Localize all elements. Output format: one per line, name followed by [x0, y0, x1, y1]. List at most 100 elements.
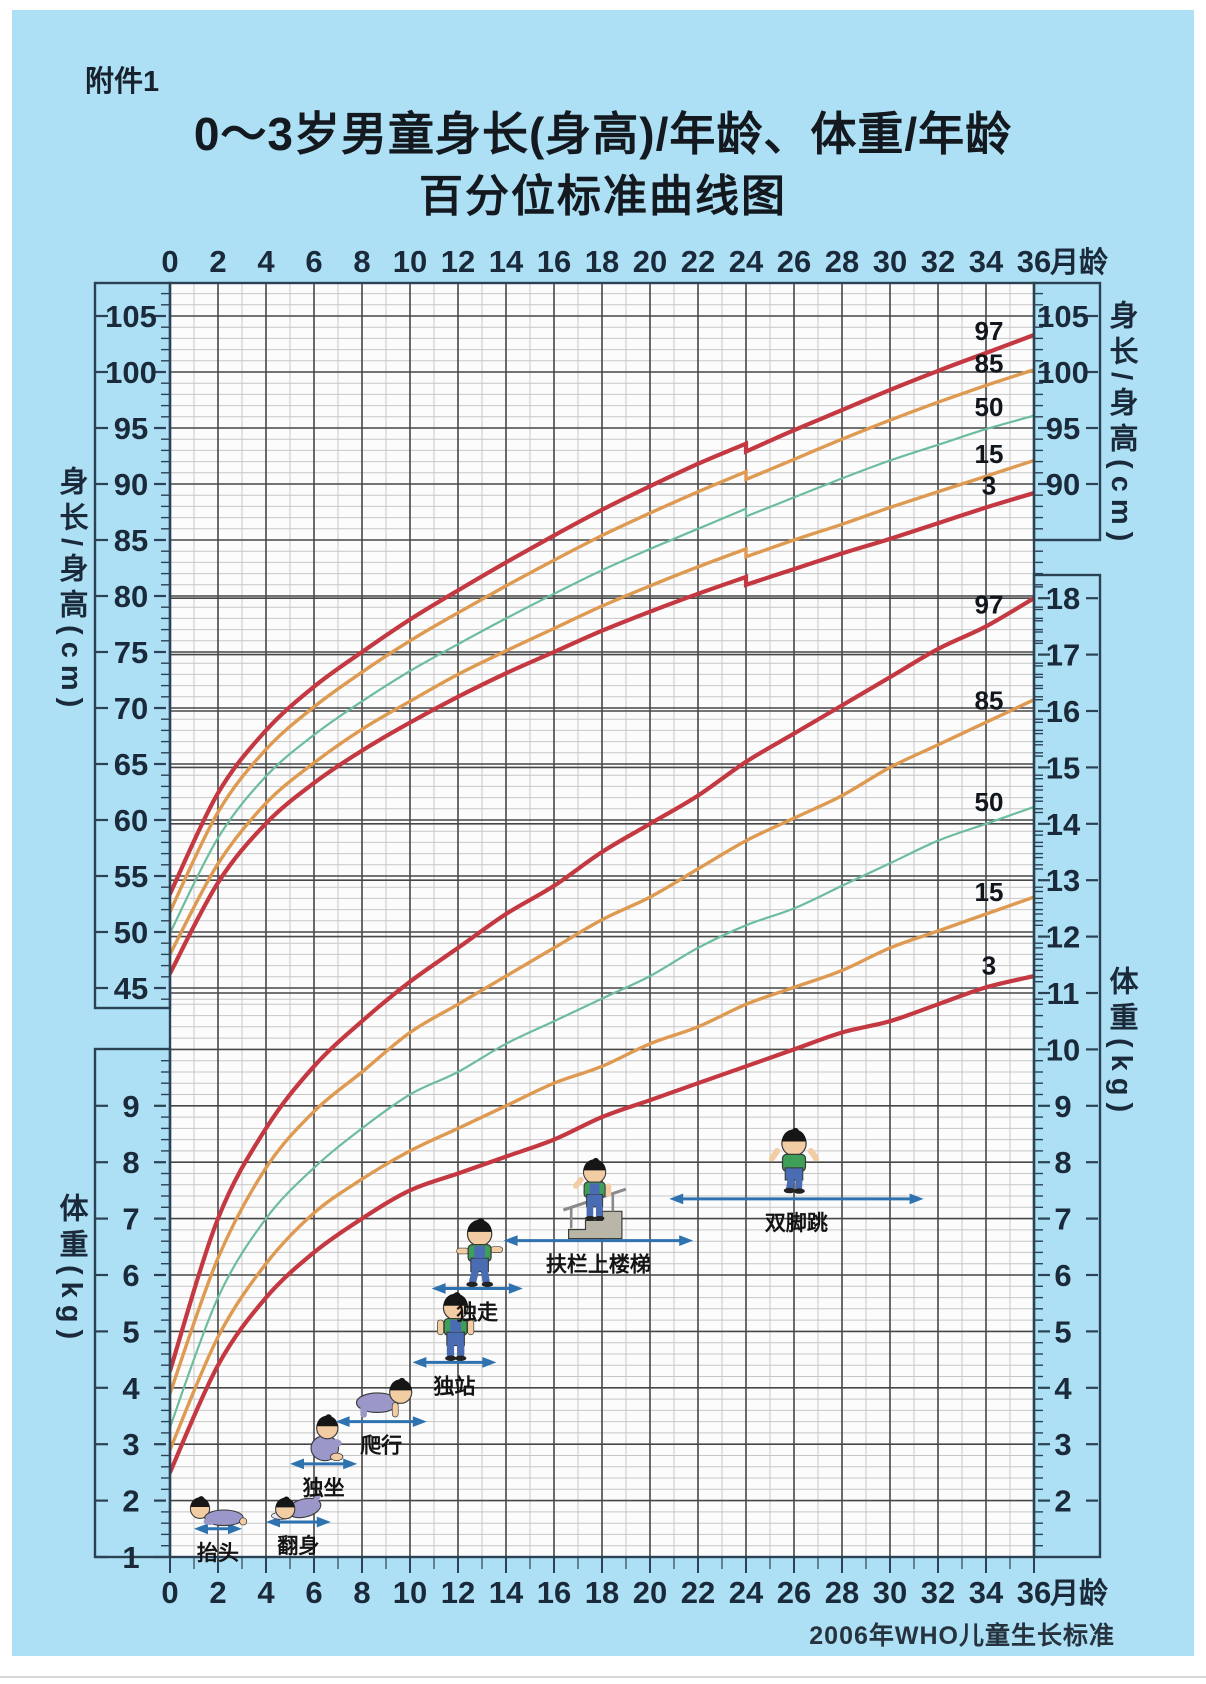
arrow-head-right: [412, 1416, 427, 1427]
weight-axis-tick-label-left: 4: [122, 1371, 140, 1406]
arrow-head-right: [228, 1523, 242, 1535]
weight-axis-tick-label-right: 4: [1054, 1371, 1072, 1406]
milestone-3: 爬行: [335, 1377, 427, 1458]
month-tick-label-top: 8: [353, 244, 370, 279]
milestone-label: 独坐: [303, 1477, 345, 1500]
arrow-head-right: [316, 1516, 331, 1528]
arrow-head-left: [669, 1193, 684, 1205]
height-curve-p3: [170, 490, 1034, 976]
weight-percentile-label-p85: 85: [975, 685, 1004, 715]
weight-axis-tick-label-right: 18: [1046, 581, 1080, 616]
axis-ticks-and-labels: 1051009590858075706560555045987654321105…: [96, 244, 1109, 1610]
month-tick-label-top: 24: [729, 244, 764, 279]
month-tick-label-bottom: 6: [305, 1575, 322, 1610]
month-tick-label-bottom: 22: [681, 1575, 715, 1610]
grid-major-lines: [169, 283, 1035, 1558]
month-unit-label-bottom: 月龄: [1049, 1577, 1109, 1610]
weight-axis-tick-label-right: 6: [1054, 1258, 1071, 1293]
milestone-label: 独站: [433, 1374, 475, 1398]
weight-axis-tick-label-left: 8: [122, 1145, 139, 1180]
month-tick-label-top: 14: [489, 244, 524, 279]
month-tick-label-bottom: 2: [209, 1575, 226, 1610]
month-tick-label-top: 18: [585, 244, 619, 279]
arrow-head-left: [503, 1235, 518, 1246]
milestone-baby-icon-stairs: [562, 1157, 627, 1240]
milestone-4: 独站: [412, 1292, 497, 1398]
milestone-baby-icon-rollover: [271, 1494, 322, 1520]
height-axis-title-left: 身长/身高(cm): [55, 466, 87, 715]
weight-axis-tick-label-left: 1: [122, 1540, 139, 1575]
weight-axis-tick-label-left: 2: [122, 1484, 139, 1519]
attachment-label: 附件1: [85, 66, 160, 98]
month-tick-label-top: 22: [681, 244, 715, 279]
height-axis-tick-label-left: 105: [105, 299, 157, 334]
milestone-label: 抬头: [197, 1541, 239, 1565]
month-tick-label-bottom: 0: [161, 1575, 178, 1610]
arrow-head-left: [194, 1523, 208, 1535]
month-tick-label-top: 36: [1017, 244, 1051, 279]
month-unit-label-top: 月龄: [1049, 246, 1109, 279]
arrow-head-right: [909, 1193, 924, 1205]
height-percentile-label-p15: 15: [975, 439, 1004, 469]
weight-axis-tick-label-right: 2: [1054, 1484, 1071, 1519]
weight-axis-tick-label-right: 15: [1046, 750, 1080, 785]
height-axis-tick-label-right: 100: [1037, 355, 1089, 390]
weight-curve-p85: [170, 698, 1034, 1396]
month-tick-label-bottom: 18: [585, 1575, 619, 1610]
month-tick-label-top: 16: [537, 244, 571, 279]
weight-axis-tick-label-right: 13: [1046, 863, 1080, 898]
milestone-baby-icon-jumping: [768, 1127, 820, 1194]
month-tick-label-bottom: 8: [353, 1575, 370, 1610]
month-tick-label-bottom: 4: [257, 1575, 275, 1610]
height-axis-box-right: [1032, 281, 1102, 542]
height-axis-tick-label-left: 85: [114, 523, 148, 558]
milestone-5: 独走: [431, 1218, 523, 1325]
month-tick-label-top: 12: [441, 244, 475, 279]
weight-percentile-label-p15: 15: [975, 877, 1004, 907]
milestone-label: 独走: [456, 1301, 498, 1325]
weight-percentile-label-p3: 3: [982, 950, 996, 980]
month-tick-label-top: 4: [257, 244, 275, 279]
height-curve-p15: [170, 458, 1034, 957]
weight-axis-tick-label-right: 12: [1046, 920, 1080, 955]
milestone-0: 抬头: [189, 1496, 248, 1565]
weight-axis-tick-label-left: 6: [122, 1258, 139, 1293]
weight-percentile-label-p97: 97: [975, 589, 1004, 619]
chart-title-line2: 百分位标准曲线图: [419, 172, 787, 221]
arrow-head-left: [266, 1516, 280, 1528]
weight-axis-tick-label-left: 5: [122, 1314, 139, 1349]
month-tick-label-bottom: 30: [873, 1575, 907, 1610]
height-percentile-label-p97: 97: [975, 316, 1004, 346]
height-percentile-label-p85: 85: [975, 348, 1004, 378]
height-axis-tick-label-left: 60: [114, 803, 148, 838]
weight-axis-tick-label-right: 5: [1054, 1314, 1071, 1349]
height-curve-p97: [170, 332, 1034, 896]
arrow-head-left: [431, 1283, 446, 1294]
arrow-head-right: [343, 1458, 358, 1470]
month-tick-label-top: 26: [777, 244, 811, 279]
arrow-head-left: [290, 1458, 304, 1470]
month-tick-label-bottom: 14: [489, 1575, 524, 1610]
month-tick-label-top: 6: [305, 244, 322, 279]
weight-axis-box-left: [93, 1047, 172, 1559]
weight-percentile-label-p50: 50: [975, 787, 1004, 817]
height-axis-tick-label-left: 65: [114, 747, 148, 782]
weight-curve-p3: [170, 974, 1034, 1475]
month-tick-label-bottom: 12: [441, 1575, 475, 1610]
weight-axis-tick-label-right: 3: [1054, 1427, 1071, 1462]
weight-axis-tick-label-right: 8: [1054, 1145, 1071, 1180]
height-axis-tick-label-left: 100: [105, 355, 157, 390]
month-tick-label-bottom: 36: [1017, 1575, 1051, 1610]
height-axis-tick-label-left: 70: [114, 691, 148, 726]
month-tick-label-bottom: 20: [633, 1575, 667, 1610]
weight-axis-tick-label-left: 7: [122, 1202, 139, 1237]
height-percentile-label-p50: 50: [975, 392, 1004, 422]
month-tick-label-top: 32: [921, 244, 955, 279]
arrow-head-left: [335, 1416, 350, 1427]
height-axis-title-right: 身长/身高(cm): [1105, 300, 1137, 549]
milestone-6: 扶栏上楼梯: [503, 1157, 694, 1277]
month-tick-label-bottom: 24: [729, 1575, 764, 1610]
